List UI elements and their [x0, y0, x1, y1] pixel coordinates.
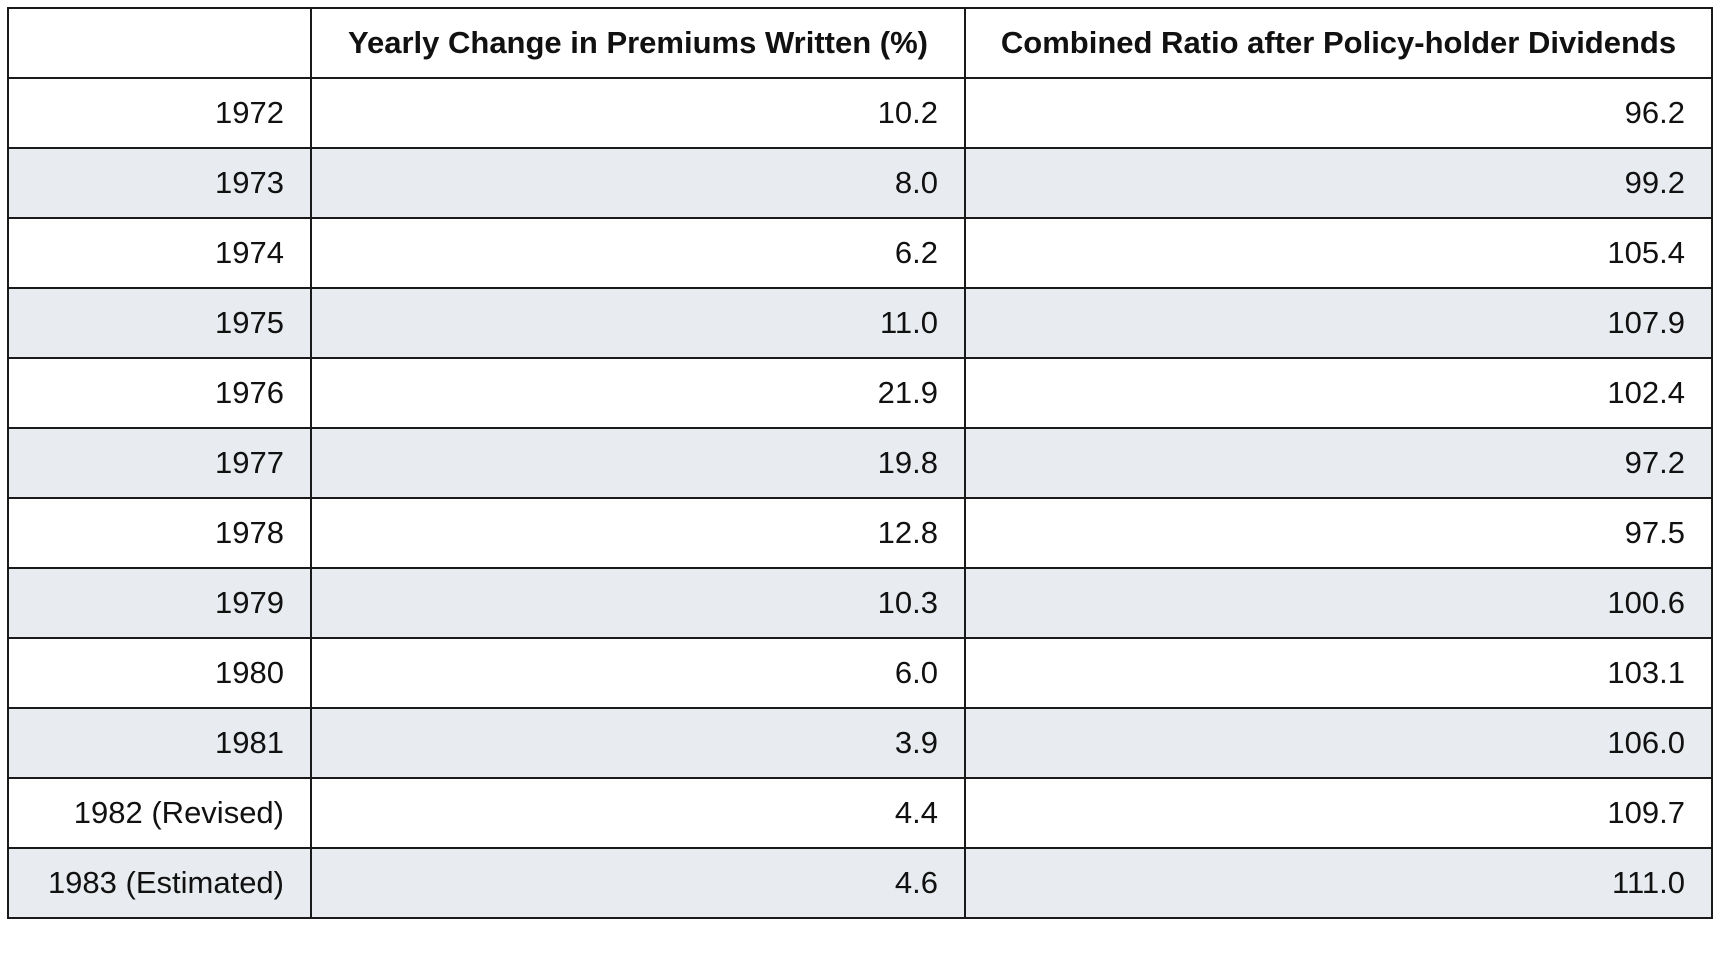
- table-row: 1975 11.0 107.9: [7, 287, 1713, 359]
- year-cell: 1980: [7, 637, 312, 709]
- header-premiums-change: Yearly Change in Premiums Written (%): [310, 7, 966, 79]
- year-cell: 1976: [7, 357, 312, 429]
- premiums-change-cell: 21.9: [310, 357, 966, 429]
- year-cell: 1981: [7, 707, 312, 779]
- combined-ratio-cell: 111.0: [964, 847, 1713, 919]
- table-row: 1974 6.2 105.4: [7, 217, 1713, 289]
- combined-ratio-cell: 106.0: [964, 707, 1713, 779]
- year-cell: 1974: [7, 217, 312, 289]
- table-row: 1973 8.0 99.2: [7, 147, 1713, 219]
- header-year: [7, 7, 312, 79]
- year-cell: 1977: [7, 427, 312, 499]
- header-row: Yearly Change in Premiums Written (%) Co…: [7, 7, 1713, 79]
- combined-ratio-cell: 97.5: [964, 497, 1713, 569]
- year-cell: 1979: [7, 567, 312, 639]
- premiums-change-cell: 10.3: [310, 567, 966, 639]
- year-cell: 1975: [7, 287, 312, 359]
- table-body: 1972 10.2 96.2 1973 8.0 99.2 1974 6.2 10…: [7, 77, 1713, 919]
- header-combined-ratio: Combined Ratio after Policy-holder Divid…: [964, 7, 1713, 79]
- premiums-change-cell: 10.2: [310, 77, 966, 149]
- table-row: 1976 21.9 102.4: [7, 357, 1713, 429]
- premiums-change-cell: 3.9: [310, 707, 966, 779]
- premiums-change-cell: 19.8: [310, 427, 966, 499]
- premiums-change-cell: 4.6: [310, 847, 966, 919]
- combined-ratio-cell: 102.4: [964, 357, 1713, 429]
- table-row: 1978 12.8 97.5: [7, 497, 1713, 569]
- table-row: 1983 (Estimated) 4.6 111.0: [7, 847, 1713, 919]
- combined-ratio-cell: 97.2: [964, 427, 1713, 499]
- table-row: 1977 19.8 97.2: [7, 427, 1713, 499]
- table-row: 1979 10.3 100.6: [7, 567, 1713, 639]
- year-cell: 1982 (Revised): [7, 777, 312, 849]
- premiums-change-cell: 6.2: [310, 217, 966, 289]
- table-row: 1981 3.9 106.0: [7, 707, 1713, 779]
- combined-ratio-cell: 100.6: [964, 567, 1713, 639]
- table-row: 1980 6.0 103.1: [7, 637, 1713, 709]
- table-header: Yearly Change in Premiums Written (%) Co…: [7, 7, 1713, 79]
- premiums-change-cell: 4.4: [310, 777, 966, 849]
- combined-ratio-cell: 99.2: [964, 147, 1713, 219]
- insurance-statistics-table: Yearly Change in Premiums Written (%) Co…: [7, 7, 1713, 919]
- combined-ratio-cell: 103.1: [964, 637, 1713, 709]
- table-row: 1972 10.2 96.2: [7, 77, 1713, 149]
- year-cell: 1972: [7, 77, 312, 149]
- combined-ratio-cell: 107.9: [964, 287, 1713, 359]
- table-container: Yearly Change in Premiums Written (%) Co…: [7, 7, 1713, 919]
- combined-ratio-cell: 109.7: [964, 777, 1713, 849]
- premiums-change-cell: 8.0: [310, 147, 966, 219]
- year-cell: 1978: [7, 497, 312, 569]
- premiums-change-cell: 11.0: [310, 287, 966, 359]
- combined-ratio-cell: 105.4: [964, 217, 1713, 289]
- year-cell: 1983 (Estimated): [7, 847, 312, 919]
- table-row: 1982 (Revised) 4.4 109.7: [7, 777, 1713, 849]
- premiums-change-cell: 6.0: [310, 637, 966, 709]
- year-cell: 1973: [7, 147, 312, 219]
- premiums-change-cell: 12.8: [310, 497, 966, 569]
- combined-ratio-cell: 96.2: [964, 77, 1713, 149]
